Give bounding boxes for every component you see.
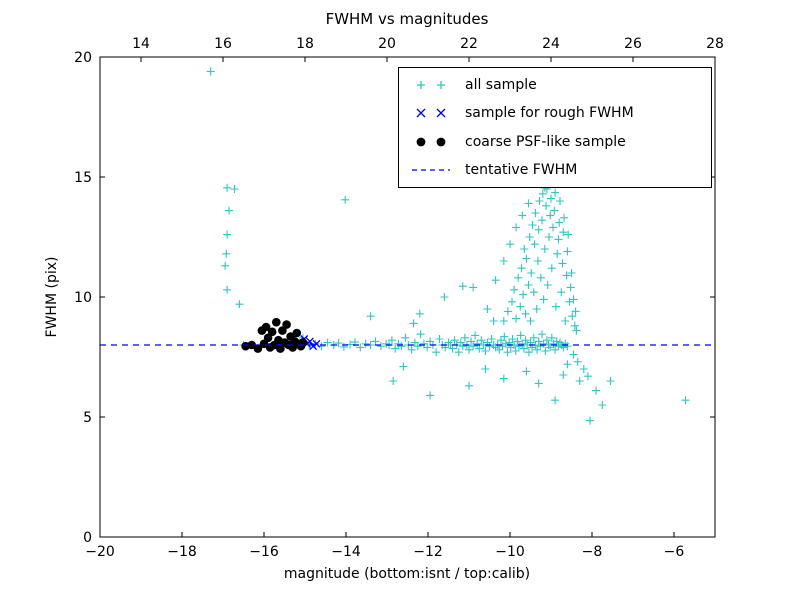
- legend-item-rough-fwhm: sample for rough FWHM: [407, 99, 707, 127]
- legend-label-tentative-fwhm: tentative FWHM: [465, 161, 578, 178]
- tick-label: 22: [460, 36, 478, 52]
- series-all-sample: [206, 67, 690, 425]
- tick-label: 15: [74, 170, 92, 186]
- plot-root: −20 −18 −16 −14 −12 −10 −8 −6 14 16 18 20 22 24 26 28 0 5…: [74, 36, 724, 560]
- dashed-line-icon: [412, 169, 450, 171]
- tick-label: 20: [74, 50, 92, 66]
- tick-labels: −20 −18 −16 −14 −12 −10 −8 −6 14 16 18 20 22 24 26 28 0 5…: [74, 36, 724, 560]
- x-glyph: [416, 108, 446, 118]
- tick-label: 5: [83, 410, 92, 426]
- tick-label: −14: [331, 544, 361, 560]
- tick-label: −10: [495, 544, 525, 560]
- y-axis-label: FWHM (pix): [44, 256, 60, 338]
- tick-label: 0: [83, 530, 92, 546]
- legend: all sample sample for rough FWHM coarse …: [398, 67, 712, 188]
- x-axis-label: magnitude (bottom:isnt / top:calib): [283, 566, 531, 582]
- legend-label-psf-sample: coarse PSF-like sample: [465, 133, 626, 150]
- tick-label: −20: [85, 544, 115, 560]
- tick-label: −6: [664, 544, 685, 560]
- legend-label-rough-fwhm: sample for rough FWHM: [465, 105, 634, 122]
- circle-glyph: [416, 137, 426, 147]
- circle-glyph: [436, 137, 446, 147]
- tick-label: 18: [296, 36, 314, 52]
- chart-title: FWHM vs magnitudes: [325, 10, 489, 28]
- legend-label-all-sample: all sample: [465, 77, 537, 94]
- tick-label: 24: [542, 36, 560, 52]
- tick-label: 26: [624, 36, 642, 52]
- tick-label: −18: [167, 544, 197, 560]
- circle-marker-icon: [416, 137, 446, 147]
- tick-label: −12: [413, 544, 443, 560]
- tick-label: 28: [706, 36, 724, 52]
- tick-label: 16: [214, 36, 232, 52]
- tick-label: −8: [582, 544, 603, 560]
- plus-marker-icon: [417, 81, 445, 90]
- series-coarse-PSF-like-sample: [241, 317, 308, 353]
- tick-label: −16: [249, 544, 279, 560]
- tick-label: 14: [132, 36, 150, 52]
- legend-item-all-sample: all sample: [407, 71, 707, 99]
- legend-item-tentative-fwhm: tentative FWHM: [407, 156, 707, 184]
- tick-label: 20: [378, 36, 396, 52]
- x-marker-icon: [416, 108, 446, 118]
- legend-item-psf-sample: coarse PSF-like sample: [407, 128, 707, 156]
- plus-glyph: [417, 81, 445, 90]
- tick-marks: [99, 56, 716, 538]
- tick-label: 10: [74, 290, 92, 306]
